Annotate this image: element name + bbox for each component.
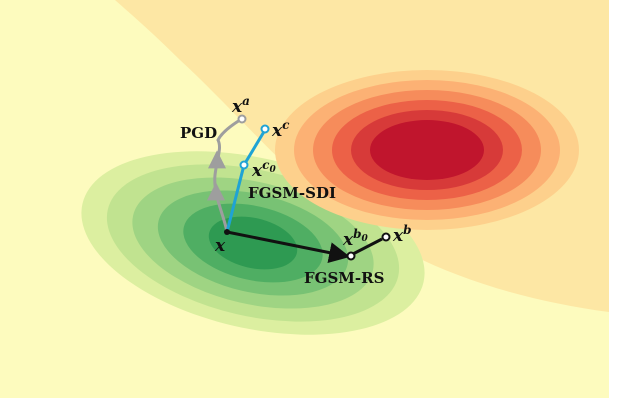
fgsm-sdi-path (225, 124, 270, 233)
label-x: x (214, 236, 226, 256)
label-xb: xb (392, 223, 412, 246)
green-contour-level-6 (208, 216, 298, 270)
point-x-marker (224, 229, 230, 235)
label-xb0: xb0 (342, 227, 369, 250)
point-xc0-marker (239, 160, 249, 170)
label-xc0: xc0 (251, 158, 276, 181)
method-label-pgd: PGD (180, 124, 217, 142)
red-contour-level-6 (370, 120, 484, 180)
label-xa: xa (231, 94, 250, 117)
red-contours (275, 70, 579, 230)
point-xa-marker (237, 114, 247, 124)
point-xc-marker (260, 124, 270, 134)
point-xb-marker (381, 232, 391, 242)
method-label-fgsm-sdi: FGSM-SDI (248, 184, 336, 202)
point-xb0-marker (346, 251, 356, 261)
method-label-fgsm-rs: FGSM-RS (304, 269, 384, 287)
pgd-path (207, 114, 247, 234)
fgsm-rs-path (226, 230, 391, 263)
label-xc: xc (271, 118, 290, 141)
